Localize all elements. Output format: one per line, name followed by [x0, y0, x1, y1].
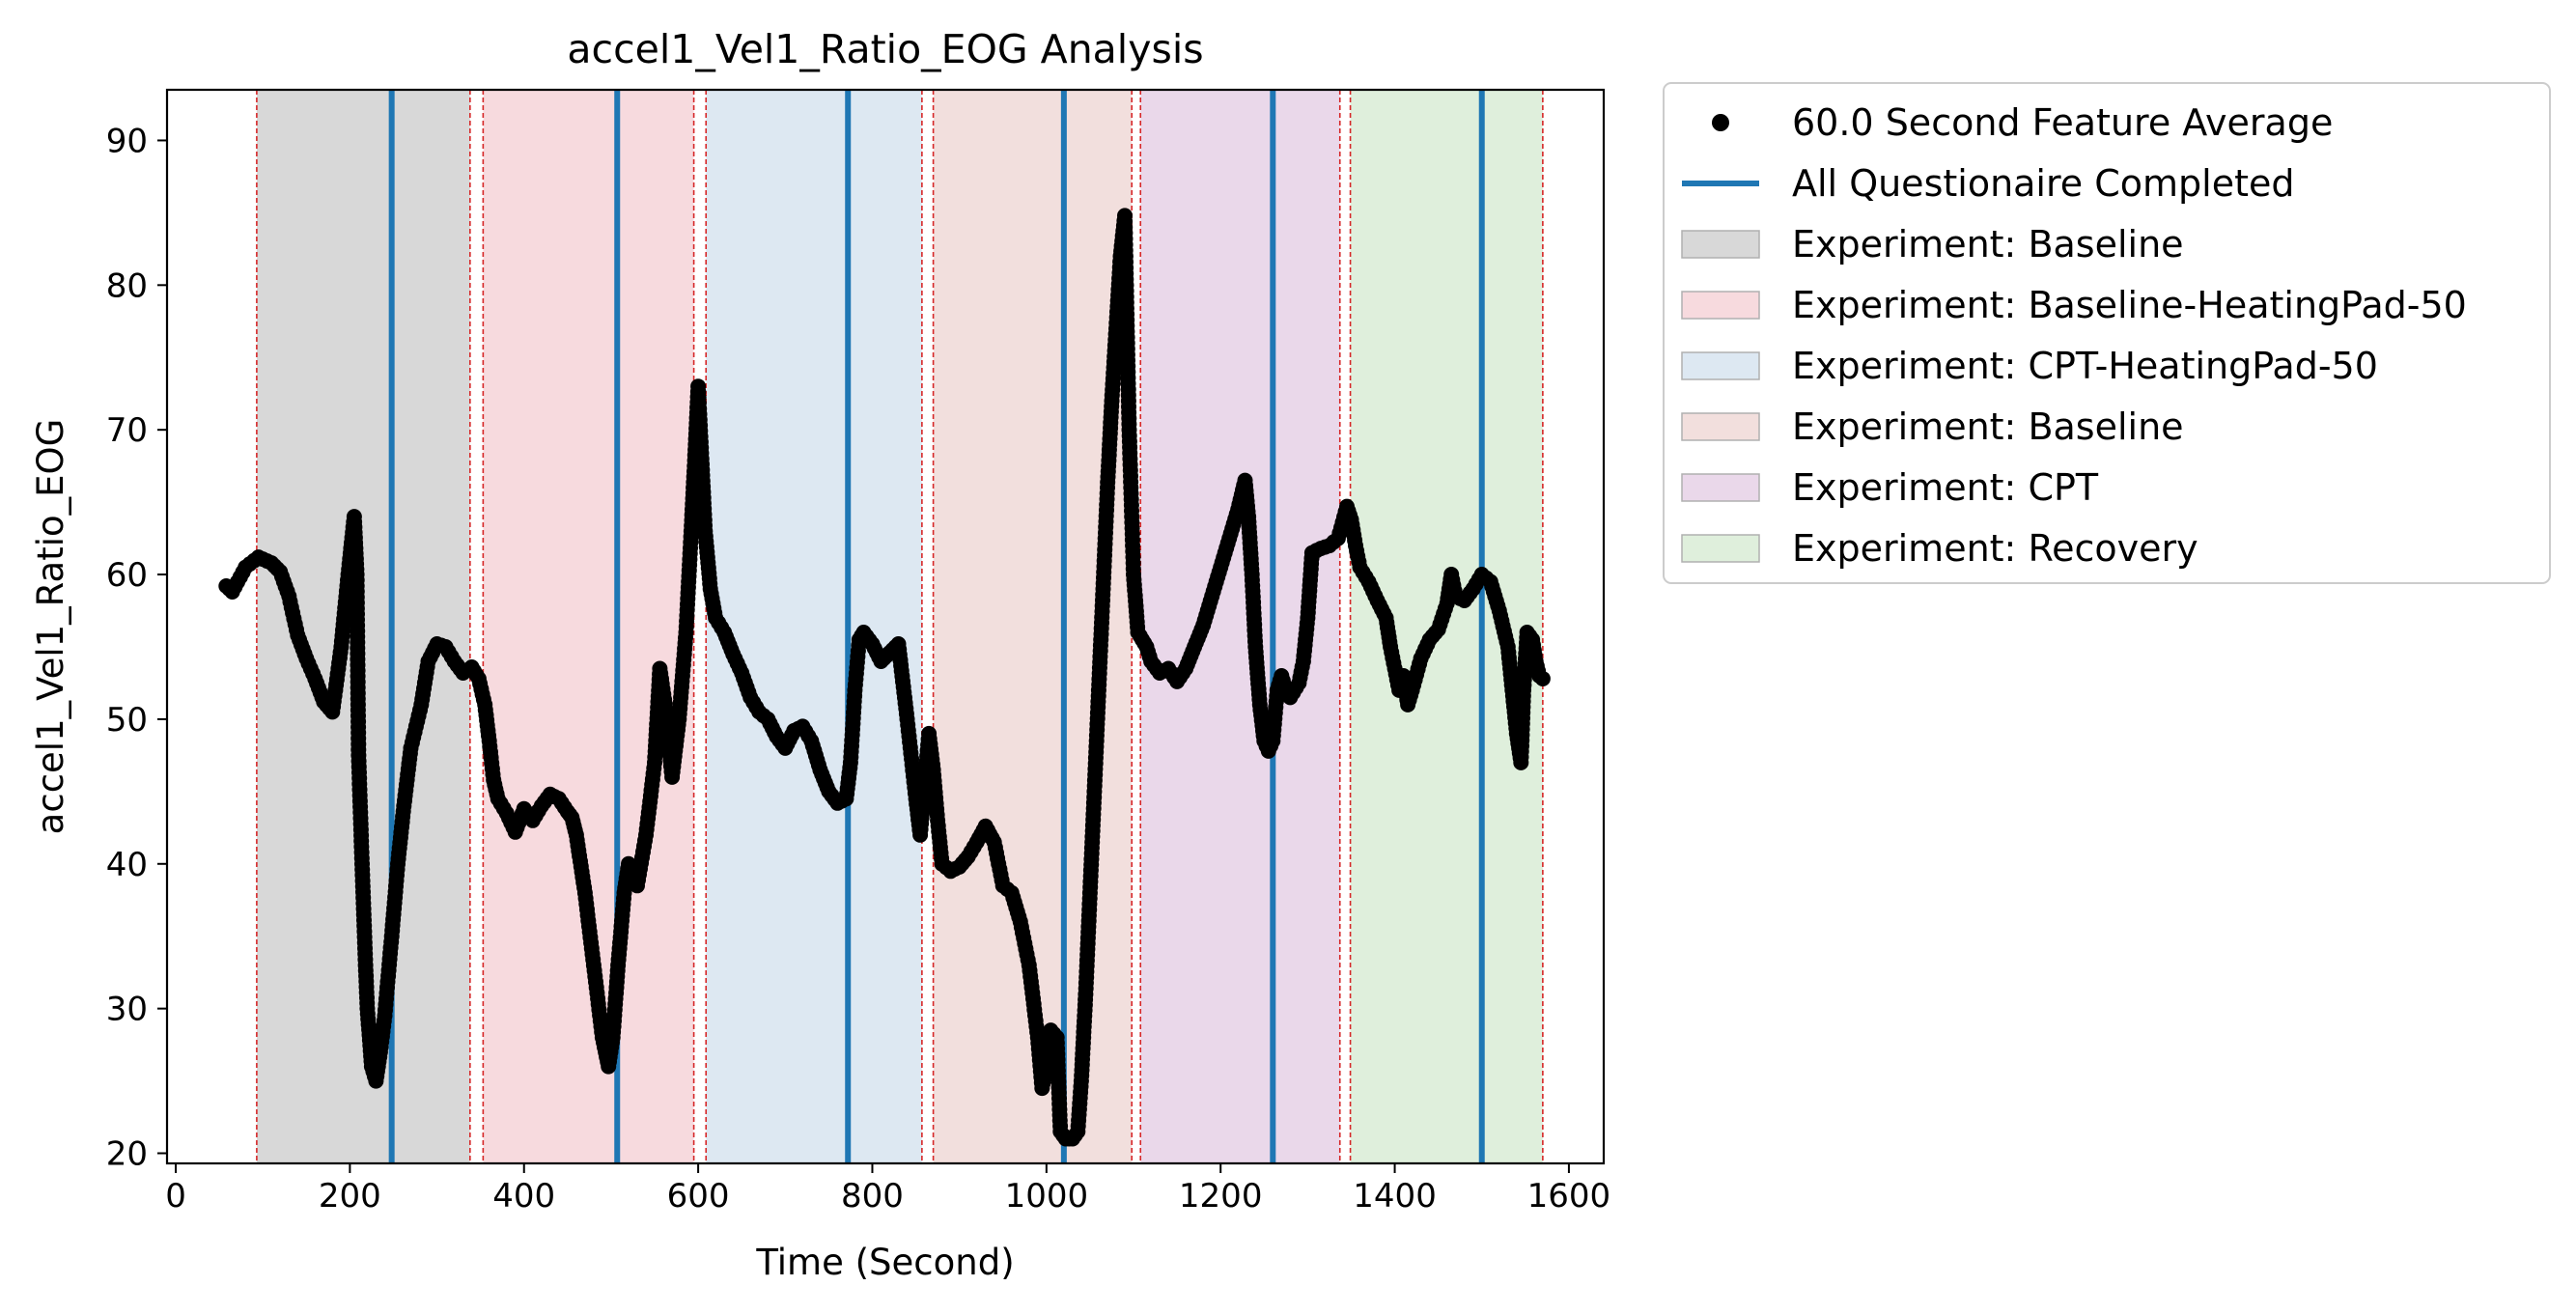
- x-tick-label-0: 0: [165, 1177, 186, 1216]
- plot-frame: [165, 88, 1606, 1165]
- chart-title: accel1_Vel1_Ratio_EOG Analysis: [567, 26, 1203, 72]
- y-tick-label-2: 40: [106, 846, 148, 884]
- y-tick-label-6: 80: [106, 266, 148, 305]
- legend-label-0: 60.0 Second Feature Average: [1792, 101, 2333, 144]
- phase-band-1: [483, 90, 694, 1163]
- legend: 60.0 Second Feature Average All Questiona…: [1663, 82, 2551, 584]
- legend-frame: [1663, 82, 2551, 584]
- x-axis-ticks: 0 200 400 600 800 1000 1200 1400 1600: [165, 1163, 1610, 1216]
- legend-patch-5: [1681, 534, 1760, 563]
- phase-band-2: [706, 90, 922, 1163]
- y-tick-label-5: 70: [106, 411, 148, 450]
- legend-label-3: Experiment: Baseline-HeatingPad-50: [1792, 284, 2467, 326]
- x-tick-label-6: 1200: [1179, 1177, 1263, 1216]
- data-point-1429: [1534, 670, 1551, 686]
- x-tick-label-8: 1600: [1527, 1177, 1611, 1216]
- x-axis-label: Time (Second): [755, 1242, 1014, 1283]
- legend-patch-0: [1681, 230, 1760, 259]
- legend-label-4: Experiment: CPT-HeatingPad-50: [1792, 345, 2378, 387]
- legend-marker-points: [1712, 114, 1729, 131]
- legend-label-1: All Questionaire Completed: [1792, 162, 2295, 205]
- x-tick-label-5: 1000: [1005, 1177, 1089, 1216]
- feature-points: [218, 208, 1551, 1147]
- y-tick-label-0: 20: [106, 1135, 148, 1174]
- legend-patch-1: [1681, 291, 1760, 320]
- legend-label-5: Experiment: Baseline: [1792, 405, 2184, 448]
- y-tick-label-1: 30: [106, 991, 148, 1029]
- y-tick-label-4: 60: [106, 556, 148, 595]
- x-tick-label-2: 400: [492, 1177, 555, 1216]
- x-tick-label-4: 800: [841, 1177, 904, 1216]
- y-axis-ticks: 20 30 40 50 60 70 80 90: [106, 122, 167, 1174]
- legend-patch-3: [1681, 412, 1760, 441]
- x-tick-label-3: 600: [667, 1177, 730, 1216]
- y-axis-label: accel1_Vel1_Ratio_EOG: [30, 419, 71, 835]
- phase-bands: [256, 90, 1543, 1163]
- legend-label-6: Experiment: CPT: [1792, 466, 2099, 509]
- y-tick-label-7: 90: [106, 122, 148, 160]
- legend-label-7: Experiment: Recovery: [1792, 527, 2198, 570]
- legend-patch-2: [1681, 351, 1760, 380]
- legend-patch-4: [1681, 473, 1760, 502]
- legend-label-2: Experiment: Baseline: [1792, 223, 2184, 266]
- x-tick-label-1: 200: [319, 1177, 381, 1216]
- x-tick-label-7: 1400: [1353, 1177, 1437, 1216]
- y-tick-label-3: 50: [106, 701, 148, 740]
